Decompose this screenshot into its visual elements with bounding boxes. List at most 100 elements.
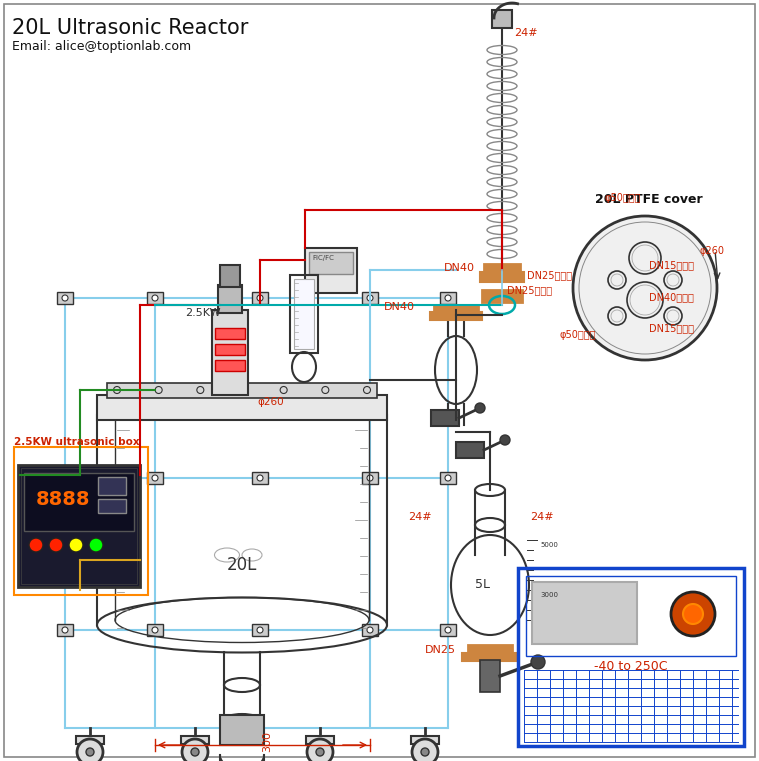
Bar [97, 395, 387, 420]
Text: 20L Ultrasonic Reactor: 20L Ultrasonic Reactor [12, 18, 248, 38]
Circle shape [531, 655, 545, 669]
Text: DN40: DN40 [384, 302, 415, 312]
Circle shape [475, 403, 485, 413]
Circle shape [89, 538, 103, 552]
Circle shape [445, 627, 451, 633]
Text: -40 to 250C: -40 to 250C [594, 660, 668, 673]
Bar [468, 645, 512, 659]
Circle shape [500, 435, 510, 445]
Bar [431, 410, 459, 426]
Circle shape [49, 538, 63, 552]
Circle shape [69, 538, 83, 552]
Bar [252, 624, 268, 636]
Bar [252, 292, 268, 304]
Text: Email: alice@toptionlab.com: Email: alice@toptionlab.com [12, 40, 191, 53]
Circle shape [671, 592, 715, 636]
Bar [430, 312, 482, 320]
Bar [526, 576, 736, 656]
Bar [518, 568, 744, 746]
Bar [440, 472, 456, 484]
Bar [440, 624, 456, 636]
Circle shape [62, 295, 68, 301]
Bar [76, 736, 104, 744]
Bar [215, 344, 245, 355]
Bar [98, 477, 126, 495]
Bar [306, 736, 334, 744]
Text: φ260: φ260 [700, 246, 725, 256]
Bar [456, 442, 484, 458]
Circle shape [367, 627, 373, 633]
Circle shape [152, 475, 158, 481]
Bar [362, 472, 378, 484]
Bar [147, 292, 163, 304]
Bar [411, 736, 439, 744]
Circle shape [152, 295, 158, 301]
Circle shape [307, 739, 333, 761]
Text: 5L: 5L [474, 578, 490, 591]
Bar [220, 265, 240, 287]
Circle shape [683, 604, 703, 624]
Text: 24#: 24# [530, 512, 553, 522]
Circle shape [445, 295, 451, 301]
Text: 2.5KW ultrasonic box: 2.5KW ultrasonic box [14, 437, 140, 447]
Text: 300: 300 [262, 731, 272, 752]
Text: DN25: DN25 [425, 645, 456, 655]
Bar [24, 473, 134, 531]
Text: 24#: 24# [408, 512, 432, 522]
Text: DN15添加口: DN15添加口 [649, 260, 694, 270]
Text: φ260: φ260 [257, 397, 284, 407]
Bar [14, 447, 148, 595]
Circle shape [152, 627, 158, 633]
Text: DN40: DN40 [444, 263, 475, 273]
Bar [218, 285, 242, 313]
Bar [57, 472, 73, 484]
Circle shape [573, 216, 717, 360]
Bar [21, 468, 137, 584]
Bar [305, 248, 357, 293]
Circle shape [445, 475, 451, 481]
Text: 5000: 5000 [540, 542, 558, 548]
Bar [181, 736, 209, 744]
Circle shape [182, 739, 208, 761]
Bar [434, 305, 478, 317]
Bar [215, 360, 245, 371]
Text: 24#: 24# [514, 28, 537, 38]
Bar [290, 275, 318, 353]
Bar [294, 279, 314, 349]
Bar [18, 465, 140, 587]
Bar [107, 383, 377, 398]
Text: DN15测温口: DN15测温口 [649, 323, 694, 333]
Bar [484, 264, 520, 276]
Circle shape [86, 748, 94, 756]
Circle shape [257, 475, 263, 481]
Bar [362, 292, 378, 304]
Text: DN25备用口: DN25备用口 [507, 285, 552, 295]
Circle shape [62, 627, 68, 633]
Bar [462, 653, 518, 661]
Bar [362, 624, 378, 636]
Circle shape [367, 475, 373, 481]
Bar [532, 582, 637, 644]
Bar [57, 624, 73, 636]
Bar [480, 272, 524, 282]
Text: 20L: 20L [227, 556, 257, 574]
Bar [98, 499, 126, 513]
Text: φ50超声口: φ50超声口 [560, 330, 597, 340]
Circle shape [191, 748, 199, 756]
Bar [480, 660, 500, 692]
Bar [215, 328, 245, 339]
Text: DN40等放口: DN40等放口 [649, 292, 694, 302]
Text: FIC/FC: FIC/FC [312, 255, 334, 261]
Circle shape [62, 475, 68, 481]
Ellipse shape [224, 714, 260, 726]
Bar [309, 252, 353, 274]
Text: 20L PTFE cover: 20L PTFE cover [595, 193, 703, 206]
Bar [147, 624, 163, 636]
Bar [482, 290, 522, 302]
Circle shape [257, 295, 263, 301]
Bar [440, 292, 456, 304]
Bar [492, 10, 512, 28]
Text: 3000: 3000 [540, 592, 558, 598]
Circle shape [367, 295, 373, 301]
Bar [212, 310, 248, 395]
